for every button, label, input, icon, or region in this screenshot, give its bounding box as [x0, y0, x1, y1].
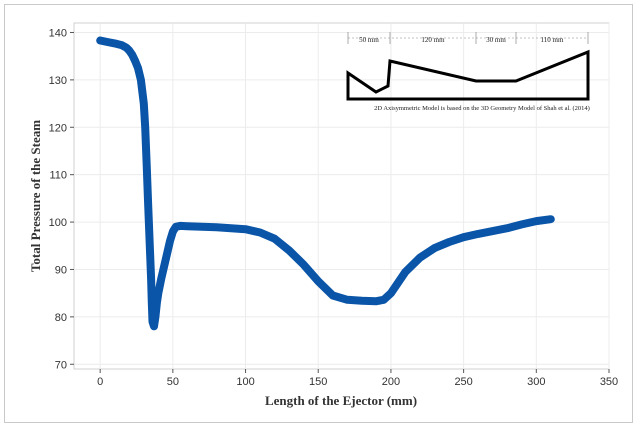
series-line — [96, 36, 555, 331]
y-axis: 70 80 90 100 110 120 130 140 — [49, 27, 74, 371]
x-tick-label: 150 — [309, 376, 327, 388]
y-tick-label: 120 — [49, 122, 67, 134]
y-tick-label: 80 — [55, 312, 67, 324]
inset-label-120mm: 120 mm — [421, 36, 445, 44]
y-tick-label: 70 — [55, 359, 67, 371]
grid-lines — [74, 23, 610, 369]
x-tick-label: 100 — [236, 376, 254, 388]
y-tick-label: 110 — [49, 170, 67, 182]
y-tick-label: 100 — [49, 217, 67, 229]
x-tick-label: 200 — [382, 376, 400, 388]
x-tick-label: 250 — [454, 376, 472, 388]
y-tick-label: 130 — [49, 75, 67, 87]
x-tick-label: 0 — [97, 376, 103, 388]
ejector-outline — [346, 49, 590, 101]
x-tick-label: 50 — [167, 376, 179, 388]
inset-label-30mm: 30 mm — [486, 36, 506, 44]
y-axis-title: Total Pressure of the Steam — [28, 120, 43, 272]
inset-label-110mm: 110 mm — [541, 36, 564, 44]
y-tick-label: 90 — [55, 264, 67, 276]
x-tick-label: 350 — [600, 376, 618, 388]
inset-caption: 2D Axisymmetric Model is based on the 3D… — [374, 105, 590, 112]
x-axis: 0 50 100 150 200 250 300 350 — [97, 369, 618, 388]
x-tick-label: 300 — [527, 376, 545, 388]
inset-label-50mm: 50 mm — [359, 36, 379, 44]
x-axis-title: Length of the Ejector (mm) — [265, 393, 417, 408]
y-tick-label: 140 — [49, 27, 67, 39]
ejector-geometry-inset: 50 mm 120 mm 30 mm 110 mm 2D Axisymmetri… — [346, 32, 590, 112]
